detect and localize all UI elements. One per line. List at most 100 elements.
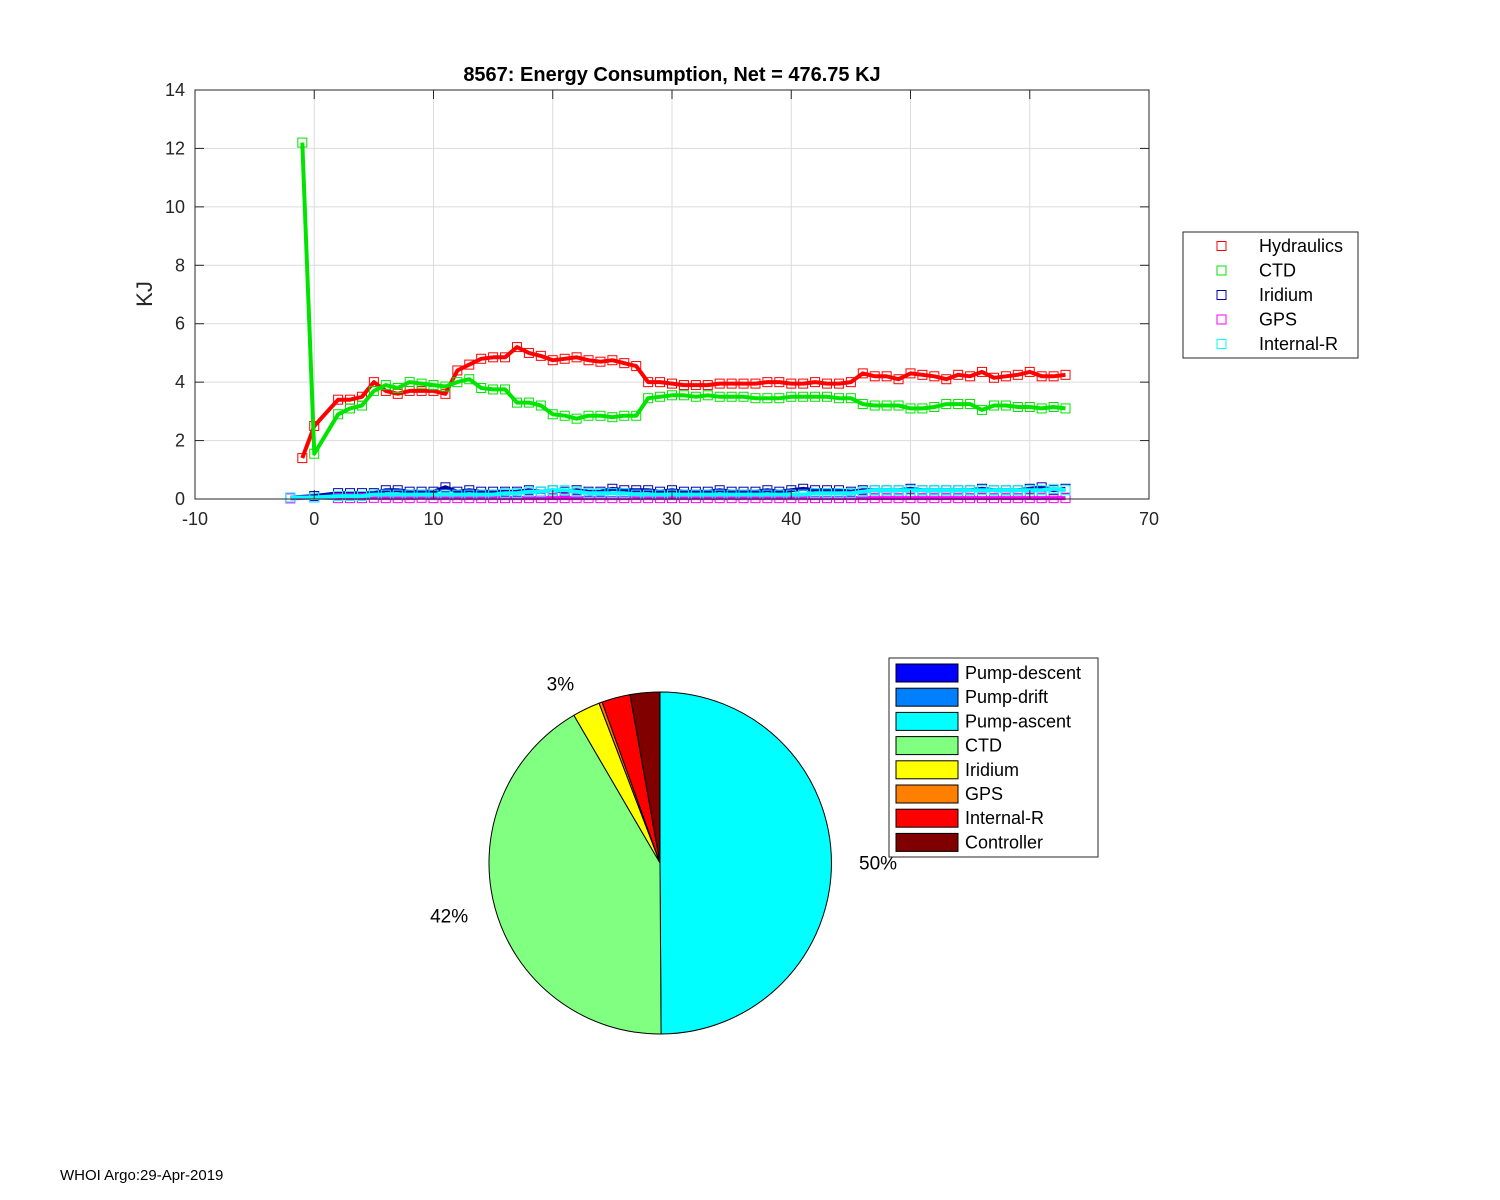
data-point <box>1048 483 1059 494</box>
data-point <box>965 493 976 504</box>
data-point <box>452 377 463 388</box>
data-point <box>1060 403 1071 414</box>
pie-slice-ctd <box>488 714 662 1035</box>
pie-labels: 3% 50% 42% <box>430 675 897 928</box>
data-point <box>678 390 689 401</box>
y-tick-label: 12 <box>165 138 185 158</box>
data-point <box>559 493 570 504</box>
data-point <box>893 493 904 504</box>
data-point <box>857 368 868 379</box>
data-point <box>941 485 952 496</box>
data-point <box>333 491 344 502</box>
x-tick-label: -10 <box>182 509 208 529</box>
data-point <box>535 350 546 361</box>
data-point <box>953 485 964 496</box>
data-point <box>833 378 844 389</box>
y-axis-label: KJ <box>132 281 157 307</box>
data-point <box>1036 371 1047 382</box>
data-point <box>607 488 618 499</box>
data-point <box>583 410 594 421</box>
data-point <box>810 377 821 388</box>
data-point <box>547 355 558 366</box>
grid <box>195 90 1149 499</box>
data-point <box>655 377 666 388</box>
data-point <box>857 399 868 410</box>
data-point <box>881 493 892 504</box>
pie-percent-label: 50% <box>859 853 897 874</box>
data-point <box>965 399 976 410</box>
legend-swatch <box>895 711 959 731</box>
legend-box <box>1182 231 1359 359</box>
data-point <box>929 371 940 382</box>
data-point <box>798 378 809 389</box>
data-point <box>523 347 534 358</box>
data-point <box>1000 371 1011 382</box>
data-point <box>726 378 737 389</box>
data-point <box>738 391 749 402</box>
data-point <box>941 493 952 504</box>
data-point <box>1000 400 1011 411</box>
pie-legend: Pump-descent Pump-drift Pump-ascent CTD Irid… <box>888 657 1099 858</box>
legend-label: Internal-R <box>965 808 1044 828</box>
data-point <box>416 378 427 389</box>
data-point <box>667 378 677 389</box>
data-point <box>464 359 475 370</box>
legend-label: Iridium <box>965 760 1019 780</box>
legend-label: Pump-drift <box>965 687 1048 707</box>
y-tick-label: 14 <box>165 80 185 100</box>
data-point <box>619 488 630 499</box>
data-point <box>297 453 308 464</box>
legend-label: CTD <box>965 736 1002 756</box>
data-point <box>905 403 916 414</box>
legend-swatch <box>895 760 959 780</box>
data-point <box>333 409 344 420</box>
legend-marker <box>1216 241 1227 251</box>
data-point <box>655 391 666 402</box>
data-point <box>762 377 773 388</box>
data-point <box>428 380 439 391</box>
data-point <box>822 378 833 389</box>
legend-label: Iridium <box>1259 285 1313 305</box>
pie-slice-pump-ascent <box>659 691 833 1035</box>
data-point <box>905 368 916 379</box>
data-point <box>619 358 630 369</box>
data-point <box>774 377 785 388</box>
data-point <box>416 385 427 396</box>
data-point <box>977 493 988 504</box>
data-point <box>750 393 761 404</box>
data-point <box>774 393 785 404</box>
legend-swatch <box>895 784 959 804</box>
data-point <box>356 400 367 411</box>
data-point <box>643 377 654 388</box>
data-point <box>1000 485 1011 496</box>
data-point <box>345 491 356 502</box>
legend-marker <box>1216 265 1227 276</box>
x-tick-label: 50 <box>900 509 920 529</box>
data-point <box>1036 493 1047 504</box>
data-point <box>965 485 976 496</box>
data-point <box>440 482 451 493</box>
data-point <box>404 377 415 388</box>
legend-label: Internal-R <box>1259 334 1338 354</box>
data-point <box>607 412 618 423</box>
data-point <box>869 493 880 504</box>
y-tick-label: 0 <box>175 489 185 509</box>
data-point <box>786 378 797 389</box>
data-point <box>452 365 463 376</box>
data-point <box>953 369 964 380</box>
data-point <box>595 356 606 367</box>
data-point <box>977 366 988 377</box>
legend-swatch <box>895 832 959 852</box>
data-point <box>810 391 821 402</box>
data-point <box>917 369 928 380</box>
x-tick-label: 0 <box>309 509 319 529</box>
y-tick-label: 4 <box>175 372 185 392</box>
data-point <box>380 380 391 391</box>
data-point <box>690 391 701 402</box>
legend-marker <box>1216 339 1227 349</box>
data-point <box>762 393 773 404</box>
data-point <box>977 485 988 496</box>
data-point <box>440 388 451 399</box>
data-point <box>869 400 880 411</box>
